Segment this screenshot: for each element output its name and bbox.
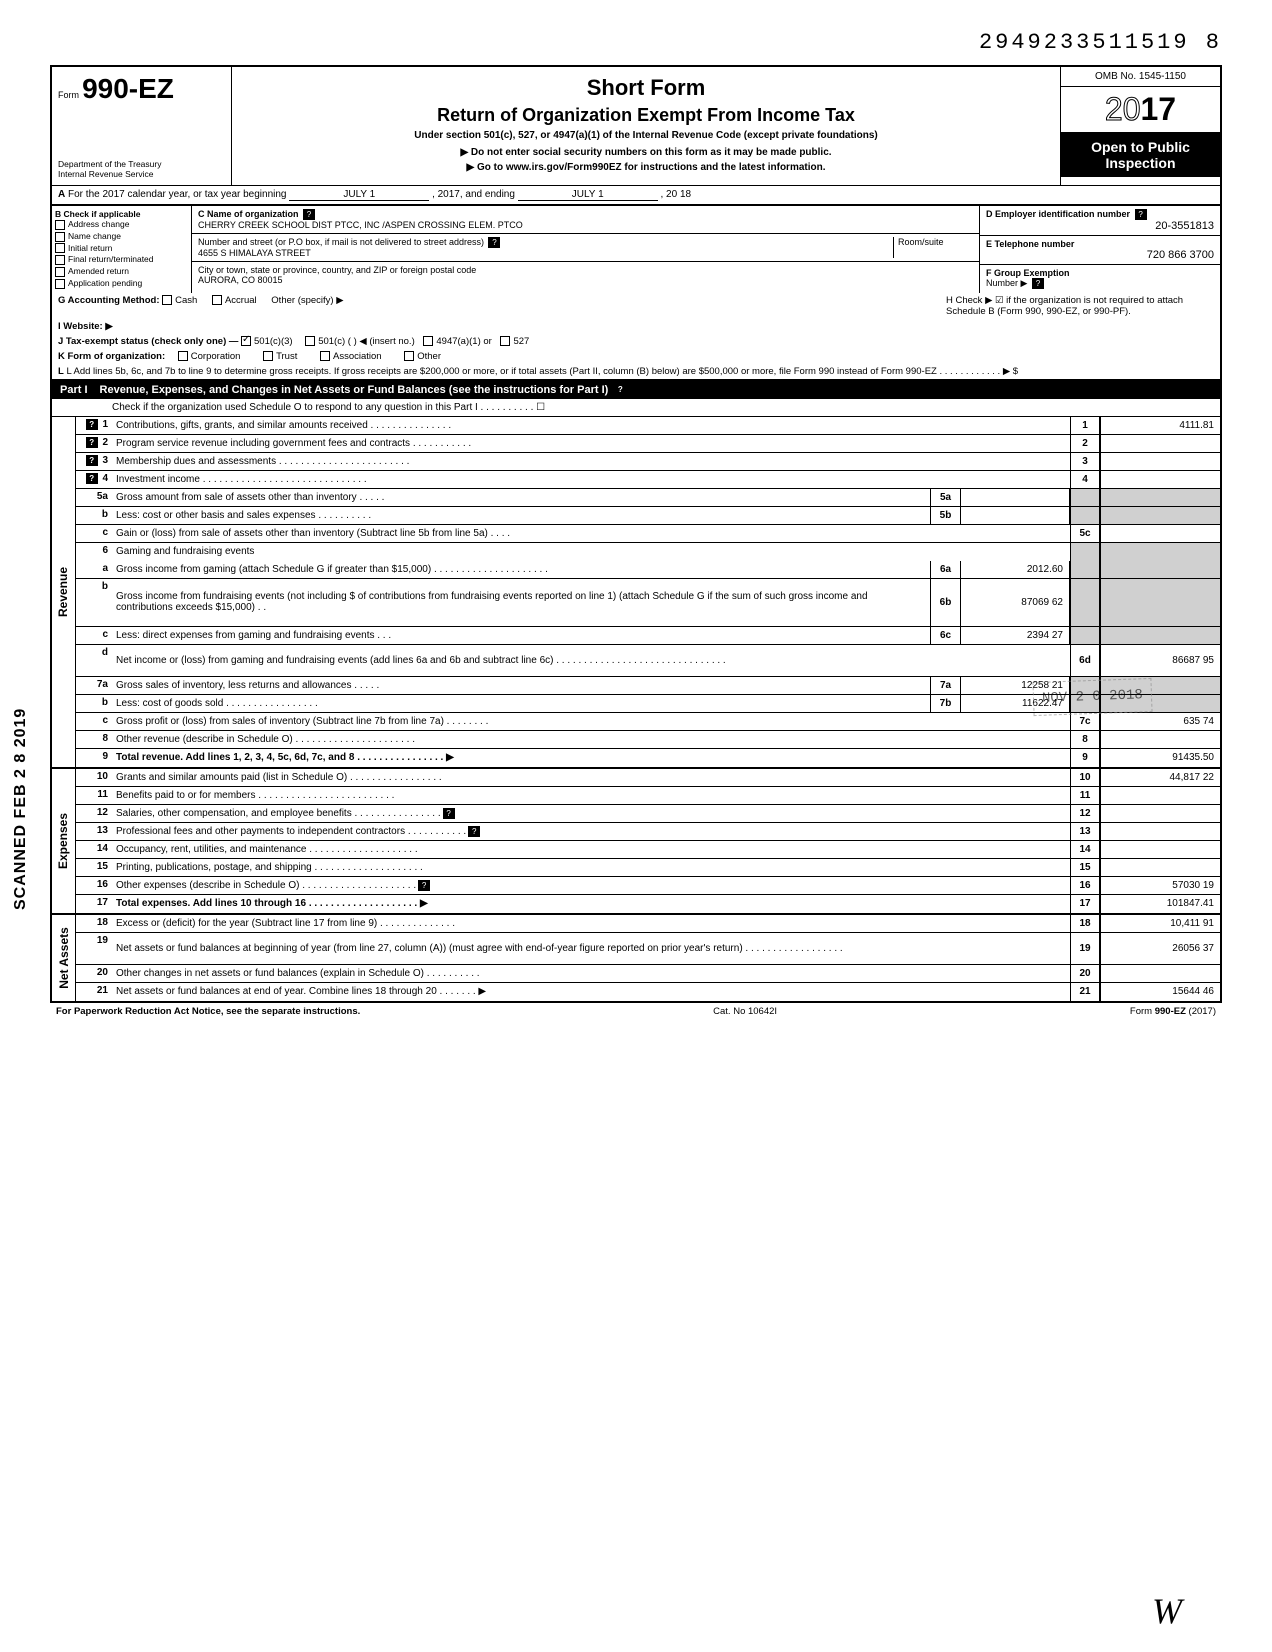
goto-line: ▶ Go to www.irs.gov/Form990EZ for instru…	[252, 162, 1040, 173]
header-right: OMB No. 1545-1150 20201717 Open to Publi…	[1060, 67, 1220, 185]
help-icon: ?	[1135, 209, 1147, 220]
help-icon: ?	[614, 384, 626, 395]
scanned-stamp: SCANNED FEB 2 8 2019	[12, 708, 30, 910]
row-i: I Website: ▶	[50, 319, 1222, 334]
omb-number: OMB No. 1545-1150	[1061, 67, 1220, 87]
help-icon: ?	[1032, 278, 1044, 289]
line-5b: bLess: cost or other basis and sales exp…	[76, 507, 1220, 525]
chk-527[interactable]	[500, 336, 510, 346]
chk-amended-return[interactable]: Amended return	[55, 266, 188, 277]
subtitle: Under section 501(c), 527, or 4947(a)(1)…	[252, 130, 1040, 141]
col-b: B Check if applicable Address change Nam…	[52, 206, 192, 293]
line-8: 8Other revenue (describe in Schedule O) …	[76, 731, 1220, 749]
line-2: ? 2Program service revenue including gov…	[76, 435, 1220, 453]
line-16: 16Other expenses (describe in Schedule O…	[76, 877, 1220, 895]
row-a: A For the 2017 calendar year, or tax yea…	[50, 185, 1222, 204]
line-3: ? 3Membership dues and assessments . . .…	[76, 453, 1220, 471]
expenses-section: Expenses 10Grants and similar amounts pa…	[50, 769, 1222, 915]
line-4: ? 4Investment income . . . . . . . . . .…	[76, 471, 1220, 489]
line-13: 13Professional fees and other payments t…	[76, 823, 1220, 841]
line-6b: bGross income from fundraising events (n…	[76, 579, 1220, 627]
warn-line: ▶ Do not enter social security numbers o…	[252, 147, 1040, 158]
side-revenue: Revenue	[57, 566, 71, 616]
form-header: Form 990-EZ Department of the Treasury I…	[50, 65, 1222, 185]
net-assets-section: Net Assets 18Excess or (deficit) for the…	[50, 915, 1222, 1003]
row-l: L L Add lines 5b, 6c, and 7b to line 9 t…	[50, 364, 1222, 381]
row-h: H Check ▶ ☑ if the organization is not r…	[940, 293, 1220, 319]
chk-501c[interactable]	[305, 336, 315, 346]
help-icon: ?	[303, 209, 315, 220]
chk-application-pending[interactable]: Application pending	[55, 278, 188, 289]
help-icon: ?	[488, 237, 500, 248]
side-expenses: Expenses	[57, 812, 71, 868]
org-name: CHERRY CREEK SCHOOL DIST PTCC, INC /ASPE…	[198, 220, 973, 230]
box-bcd: B Check if applicable Address change Nam…	[50, 204, 1222, 293]
col-de: D Employer identification number ? 20-35…	[980, 206, 1220, 293]
line-6: 6Gaming and fundraising events	[76, 543, 1220, 561]
chk-trust[interactable]	[263, 351, 273, 361]
chk-initial-return[interactable]: Initial return	[55, 243, 188, 254]
line-10: 10Grants and similar amounts paid (list …	[76, 769, 1220, 787]
row-g: G Accounting Method: Cash Accrual Other …	[50, 293, 1222, 319]
dln: 2949233511519 8	[50, 30, 1222, 55]
footer-left: For Paperwork Reduction Act Notice, see …	[56, 1006, 360, 1017]
form-prefix: Form	[58, 90, 79, 100]
line-19: 19Net assets or fund balances at beginni…	[76, 933, 1220, 965]
line-9: 9Total revenue. Add lines 1, 2, 3, 4, 5c…	[76, 749, 1220, 767]
open-public: Open to Public Inspection	[1061, 133, 1220, 177]
chk-other[interactable]	[404, 351, 414, 361]
header-center: Short Form Return of Organization Exempt…	[232, 67, 1060, 185]
irs-line: Internal Revenue Service	[58, 169, 225, 179]
line-14: 14Occupancy, rent, utilities, and mainte…	[76, 841, 1220, 859]
col-b-label: B Check if applicable	[55, 209, 188, 219]
chk-cash[interactable]	[162, 295, 172, 305]
return-title: Return of Organization Exempt From Incom…	[252, 105, 1040, 126]
col-c: C Name of organization ? CHERRY CREEK SC…	[192, 206, 980, 293]
help-icon: ?	[468, 826, 480, 837]
chk-address-change[interactable]: Address change	[55, 219, 188, 230]
chk-name-change[interactable]: Name change	[55, 231, 188, 242]
line-5c: cGain or (loss) from sale of assets othe…	[76, 525, 1220, 543]
chk-accrual[interactable]	[212, 295, 222, 305]
chk-final-return[interactable]: Final return/terminated	[55, 254, 188, 265]
line-6d: dNet income or (loss) from gaming and fu…	[76, 645, 1220, 677]
chk-corporation[interactable]	[178, 351, 188, 361]
header-left: Form 990-EZ Department of the Treasury I…	[52, 67, 232, 185]
chk-association[interactable]	[320, 351, 330, 361]
tax-year: 20201717	[1061, 87, 1220, 133]
part1-sub: Check if the organization used Schedule …	[50, 399, 1222, 416]
chk-501c3[interactable]	[241, 336, 251, 346]
ein: 20-3551813	[986, 220, 1214, 232]
row-k: K Form of organization: Corporation Trus…	[50, 349, 1222, 364]
line-11: 11Benefits paid to or for members . . . …	[76, 787, 1220, 805]
signature-mark: W	[1152, 1590, 1182, 1632]
line-18: 18Excess or (deficit) for the year (Subt…	[76, 915, 1220, 933]
footer-form: Form 990-EZ (2017)	[1130, 1006, 1216, 1017]
help-icon: ?	[443, 808, 455, 819]
line-15: 15Printing, publications, postage, and s…	[76, 859, 1220, 877]
help-icon: ?	[418, 880, 430, 891]
line-21: 21Net assets or fund balances at end of …	[76, 983, 1220, 1001]
line-12: 12Salaries, other compensation, and empl…	[76, 805, 1220, 823]
line-17: 17Total expenses. Add lines 10 through 1…	[76, 895, 1220, 913]
city-state-zip: AURORA, CO 80015	[198, 275, 973, 285]
street-address: 4655 S HIMALAYA STREET	[198, 248, 893, 258]
line-1: ? 1Contributions, gifts, grants, and sim…	[76, 417, 1220, 435]
dept-line: Department of the Treasury	[58, 159, 225, 169]
line-5a: 5aGross amount from sale of assets other…	[76, 489, 1220, 507]
form-number: 990-EZ	[82, 73, 174, 104]
line-20: 20Other changes in net assets or fund ba…	[76, 965, 1220, 983]
short-form-title: Short Form	[252, 75, 1040, 101]
line-6a: aGross income from gaming (attach Schedu…	[76, 561, 1220, 579]
received-stamp: NOV 2 0 2018	[1033, 678, 1153, 716]
side-net-assets: Net Assets	[57, 927, 71, 989]
row-j: J Tax-exempt status (check only one) — 5…	[50, 334, 1222, 349]
footer: For Paperwork Reduction Act Notice, see …	[50, 1003, 1222, 1020]
phone: 720 866 3700	[986, 249, 1214, 261]
footer-cat: Cat. No 10642I	[713, 1006, 777, 1017]
part1-header: Part I Revenue, Expenses, and Changes in…	[50, 381, 1222, 399]
chk-4947[interactable]	[423, 336, 433, 346]
line-6c: cLess: direct expenses from gaming and f…	[76, 627, 1220, 645]
